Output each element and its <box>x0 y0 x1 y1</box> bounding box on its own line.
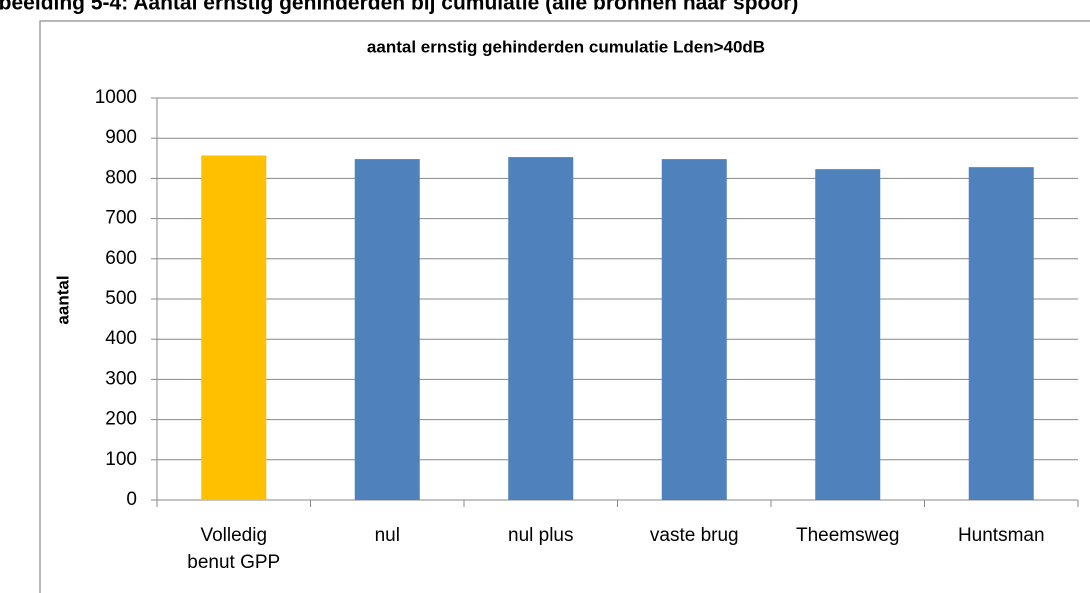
chart-title: aantal ernstig gehinderden cumulatie Lde… <box>367 37 765 56</box>
y-tick-label: 700 <box>105 208 137 229</box>
x-tick-label: Theemsweg <box>796 525 900 546</box>
bar <box>815 169 881 501</box>
x-tick-label: nul <box>375 525 400 546</box>
y-tick-label: 100 <box>105 449 137 470</box>
y-axis-label: aantal <box>53 275 72 324</box>
bar <box>201 155 267 500</box>
y-tick-label: 300 <box>105 368 137 389</box>
y-tick-label: 600 <box>105 248 137 269</box>
caption: afbeelding 5-4: Aantal ernstig gehinderd… <box>0 0 798 15</box>
x-tick-label: vaste brug <box>650 525 739 546</box>
y-tick-label: 0 <box>126 489 137 510</box>
x-tick-label-line: Volledig <box>200 525 267 546</box>
y-tick-label: 400 <box>105 328 137 349</box>
y-tick-label: 1000 <box>95 87 137 108</box>
bar <box>354 159 420 500</box>
bar <box>508 157 574 500</box>
x-tick-label: Volledig benut GPP <box>187 525 280 573</box>
y-tick-label: 900 <box>105 127 137 148</box>
x-tick-label: nul plus <box>508 525 574 546</box>
y-tick-label: 800 <box>105 167 137 188</box>
x-tick-label-line: benut GPP <box>187 552 280 573</box>
bar <box>968 167 1034 501</box>
x-tick-label: Huntsman <box>958 525 1045 546</box>
y-tick-label: 200 <box>105 409 137 430</box>
bar <box>661 159 727 500</box>
y-tick-label: 500 <box>105 288 137 309</box>
